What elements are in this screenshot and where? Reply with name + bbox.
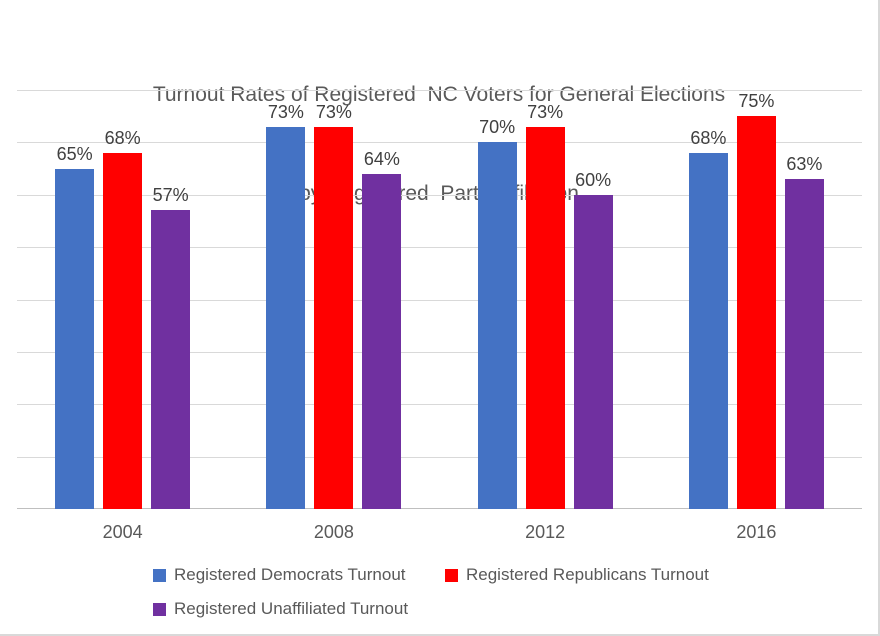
data-label: 68% bbox=[104, 127, 141, 148]
chart-title-line1: Turnout Rates of Registered NC Voters fo… bbox=[152, 83, 726, 106]
x-axis-label: 2008 bbox=[313, 522, 354, 542]
bar: 70% bbox=[477, 117, 517, 509]
bar-groups: 65% 68% 57% 73% 73% 64% 70% 73% 60% 68% 75% 63% bbox=[17, 90, 862, 509]
legend-label-republicans: Registered Republicans Turnout bbox=[466, 565, 709, 584]
x-axis-label: 2004 bbox=[102, 522, 143, 542]
bar: 75% bbox=[736, 91, 776, 509]
legend-item-republicans: Registered Republicans Turnout bbox=[445, 565, 709, 585]
data-label: 73% bbox=[315, 101, 352, 122]
data-label: 68% bbox=[690, 127, 727, 148]
bar: 73% bbox=[314, 102, 354, 509]
bar-group-2008: 73% 73% 64% bbox=[228, 90, 439, 509]
gridline bbox=[17, 351, 862, 353]
bar-group-2012: 70% 73% 60% bbox=[440, 90, 651, 509]
data-label: 73% bbox=[267, 101, 304, 122]
legend-item-unaffiliated: Registered Unaffiliated Turnout bbox=[153, 599, 408, 619]
x-axis-label: 2012 bbox=[525, 522, 566, 542]
gridline bbox=[17, 299, 862, 301]
gridline bbox=[17, 404, 862, 406]
gridline bbox=[17, 194, 862, 196]
legend-item-democrats: Registered Democrats Turnout bbox=[153, 565, 406, 585]
bar: 64% bbox=[362, 149, 402, 509]
chart-title: Turnout Rates of Registered NC Voters fo… bbox=[0, 12, 878, 276]
data-label: 64% bbox=[363, 148, 400, 169]
bar: 57% bbox=[151, 185, 191, 509]
legend-swatch-democrats-icon bbox=[153, 568, 166, 582]
plot-area: 65% 68% 57% 73% 73% 64% 70% 73% 60% 68% 75% 63% bbox=[17, 90, 862, 509]
gridline bbox=[17, 456, 862, 458]
bar-group-2016: 68% 75% 63% bbox=[651, 90, 862, 509]
x-axis: 2004 2008 2012 2016 bbox=[17, 517, 862, 547]
bar-group-2004: 65% 68% 57% bbox=[17, 90, 228, 509]
legend-label-democrats: Registered Democrats Turnout bbox=[174, 565, 406, 584]
bar: 73% bbox=[266, 102, 306, 509]
bar: 63% bbox=[784, 154, 824, 509]
data-label: 70% bbox=[479, 117, 516, 138]
bar: 68% bbox=[103, 128, 143, 509]
data-label: 60% bbox=[575, 169, 612, 190]
legend-label-unaffiliated: Registered Unaffiliated Turnout bbox=[174, 599, 409, 618]
data-label: 75% bbox=[738, 91, 775, 112]
bar: 73% bbox=[525, 102, 565, 509]
bar: 68% bbox=[688, 128, 728, 509]
bar: 60% bbox=[573, 170, 613, 509]
legend-swatch-unaffiliated-icon bbox=[153, 602, 166, 616]
data-label: 73% bbox=[527, 101, 564, 122]
data-label: 57% bbox=[152, 185, 189, 206]
data-label: 63% bbox=[786, 154, 823, 175]
x-axis-label: 2016 bbox=[736, 522, 777, 542]
bar: 65% bbox=[55, 144, 95, 509]
legend-swatch-republicans-icon bbox=[445, 568, 458, 582]
data-label: 65% bbox=[56, 143, 93, 164]
gridline bbox=[17, 142, 862, 144]
gridline bbox=[17, 247, 862, 249]
gridline bbox=[17, 90, 862, 91]
x-axis-line bbox=[17, 508, 862, 509]
